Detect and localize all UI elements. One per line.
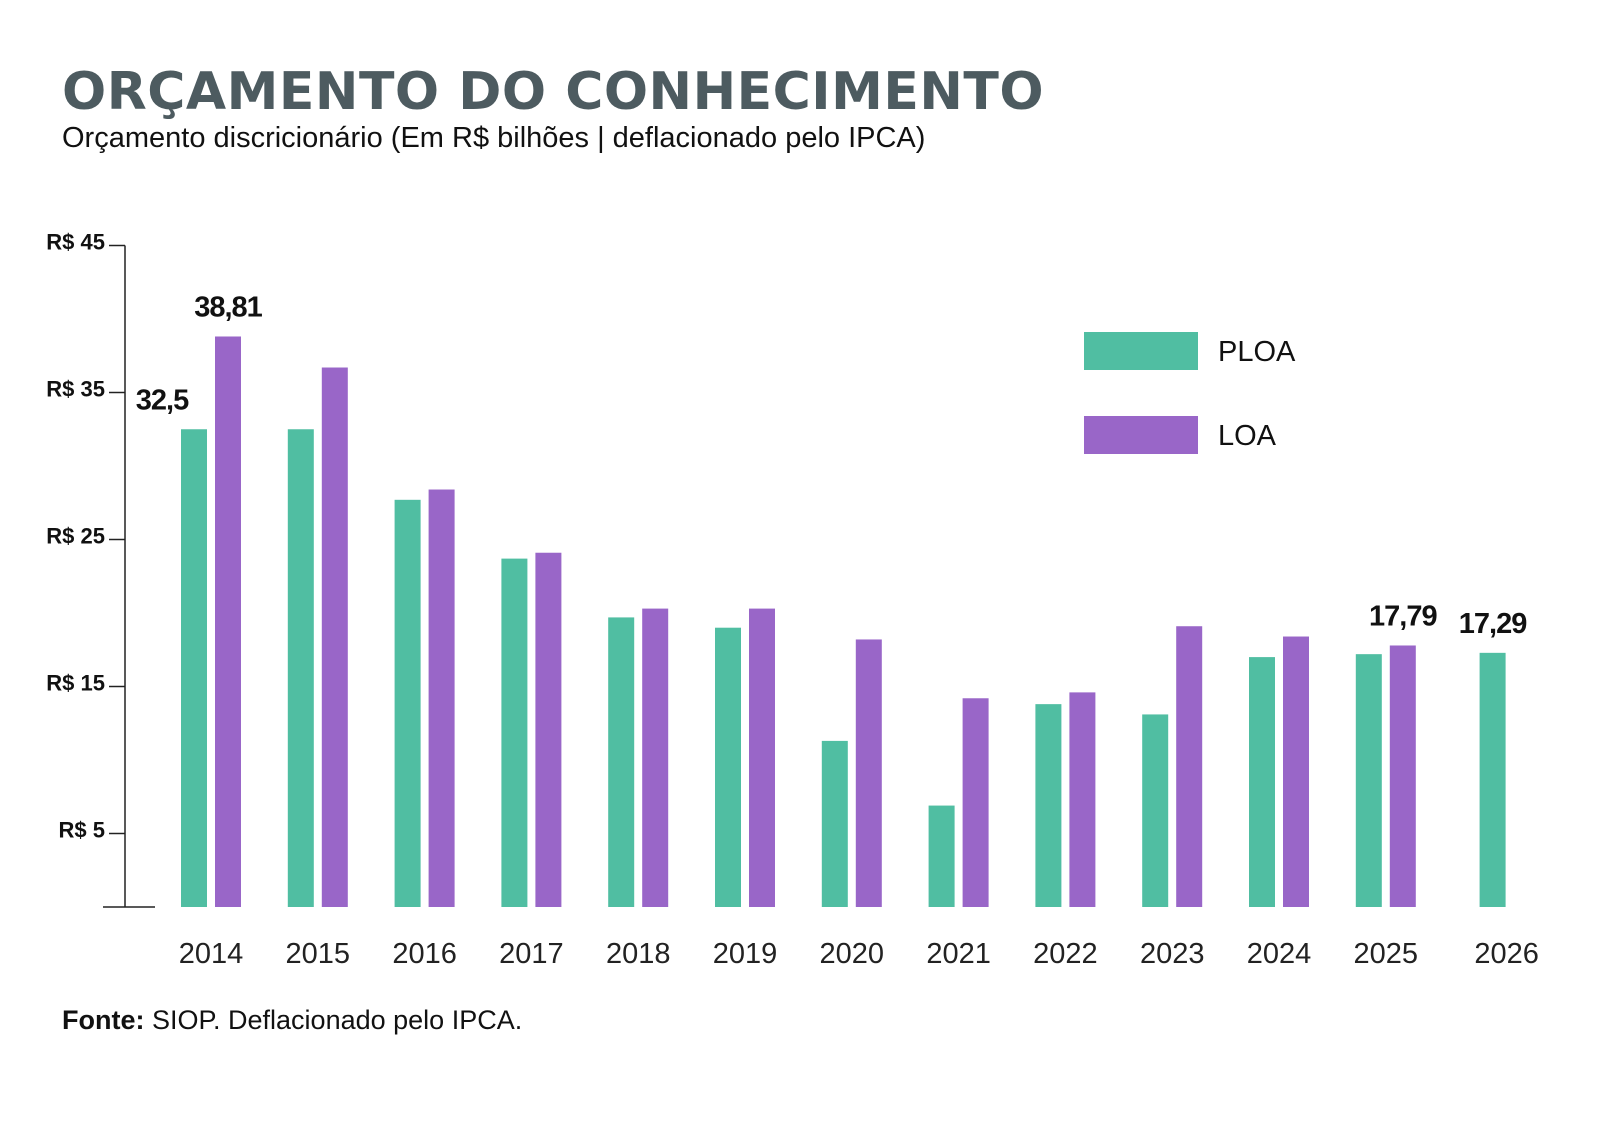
- legend-swatch-ploa: [1084, 332, 1198, 370]
- chart-subtitle: Orçamento discricionário (Em R$ bilhões …: [62, 122, 926, 154]
- bar-loa-2025: [1389, 645, 1416, 907]
- bar-loa-2014: [215, 336, 241, 907]
- x-tick-label: 2017: [499, 938, 564, 970]
- bar-ploa-2015: [287, 429, 314, 907]
- y-tick-label: R$ 5: [59, 818, 105, 843]
- x-tick-label: 2026: [1474, 938, 1539, 970]
- bar-ploa-2014: [181, 429, 207, 907]
- x-tick-label: 2023: [1140, 938, 1205, 970]
- x-tick-label: 2022: [1033, 938, 1098, 970]
- bar-ploa-2026: [1479, 652, 1506, 907]
- source-label: Fonte:: [62, 1005, 145, 1035]
- x-tick-label: 2024: [1247, 938, 1312, 970]
- x-tick-label: 2015: [286, 938, 351, 970]
- legend-swatch-loa: [1084, 416, 1198, 454]
- x-tick-label: 2025: [1354, 938, 1419, 970]
- bar-loa-2015: [321, 367, 348, 907]
- bar-ploa-2017: [501, 558, 528, 907]
- x-tick-label: 2019: [713, 938, 778, 970]
- bar-loa-2022: [1069, 692, 1096, 907]
- x-tick-label: 2020: [820, 938, 885, 970]
- bar-ploa-2023: [1142, 714, 1169, 907]
- bar-loa-2019: [749, 608, 775, 907]
- legend-label-ploa: PLOA: [1218, 336, 1296, 368]
- x-tick-label: 2018: [606, 938, 671, 970]
- data-label: 17,29: [1459, 608, 1527, 640]
- bar-ploa-2024: [1249, 657, 1275, 907]
- y-tick-label: R$ 15: [46, 671, 105, 696]
- bar-loa-2016: [428, 489, 455, 907]
- bar-ploa-2021: [928, 805, 955, 907]
- bar-ploa-2025: [1355, 654, 1382, 907]
- data-label: 32,5: [136, 384, 189, 416]
- data-label: 38,81: [194, 291, 262, 323]
- bar-loa-2017: [535, 552, 562, 907]
- bar-ploa-2019: [715, 627, 741, 907]
- chart-title: ORÇAMENTO DO CONHECIMENTO: [62, 62, 1045, 122]
- bar-ploa-2016: [394, 499, 421, 907]
- y-tick-label: R$ 45: [46, 230, 105, 255]
- bar-loa-2023: [1176, 626, 1203, 907]
- bar-ploa-2022: [1035, 704, 1062, 907]
- bar-loa-2020: [855, 639, 882, 907]
- y-tick-label: R$ 35: [46, 377, 105, 402]
- source-note: Fonte: SIOP. Deflacionado pelo IPCA.: [62, 1005, 522, 1036]
- bar-loa-2018: [642, 608, 669, 907]
- bar-loa-2024: [1283, 636, 1309, 907]
- y-tick-label: R$ 25: [46, 524, 105, 549]
- x-tick-label: 2021: [926, 938, 991, 970]
- bar-ploa-2018: [608, 617, 635, 907]
- data-label: 17,79: [1369, 600, 1437, 632]
- bar-loa-2021: [962, 698, 989, 907]
- bar-ploa-2020: [821, 740, 848, 907]
- source-text: SIOP. Deflacionado pelo IPCA.: [144, 1005, 523, 1035]
- x-tick-label: 2014: [179, 938, 244, 970]
- x-tick-label: 2016: [392, 938, 457, 970]
- legend-label-loa: LOA: [1218, 420, 1277, 452]
